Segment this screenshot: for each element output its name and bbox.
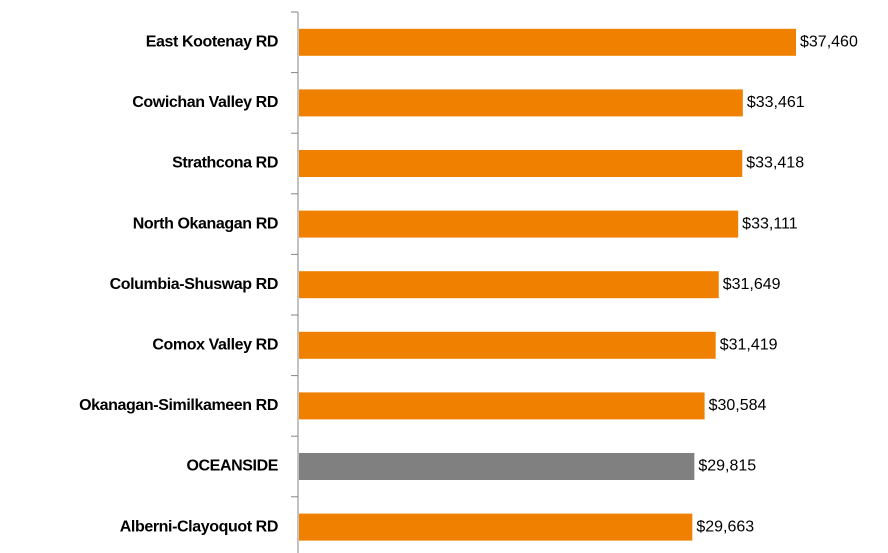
category-label: Strathcona RD [172,155,278,172]
value-label: $29,815 [698,458,756,475]
category-label: Comox Valley RD [152,337,278,354]
bar [299,513,693,541]
bar [299,271,719,299]
category-label: Cowichan Valley RD [132,94,278,111]
value-label: $30,584 [709,397,767,414]
value-label: $33,461 [747,94,805,111]
category-label: East Kootenay RD [146,34,278,51]
bar [299,28,796,56]
value-label: $29,663 [696,518,754,535]
category-label: Columbia-Shuswap RD [110,276,278,293]
value-label: $33,111 [742,215,798,232]
category-label: North Okanagan RD [133,215,278,232]
category-label: OCEANSIDE [186,458,278,475]
category-label: Alberni-Clayoquot RD [120,518,278,535]
value-label: $33,418 [746,155,804,172]
value-label: $31,649 [723,276,781,293]
bar [299,89,743,117]
bar [299,331,716,359]
bar [299,150,743,177]
bar [299,210,739,238]
bar [299,453,695,480]
value-label: $31,419 [720,337,778,354]
value-label: $37,460 [800,34,858,51]
category-label: Okanagan-Similkameen RD [79,397,278,414]
bar [299,392,705,420]
